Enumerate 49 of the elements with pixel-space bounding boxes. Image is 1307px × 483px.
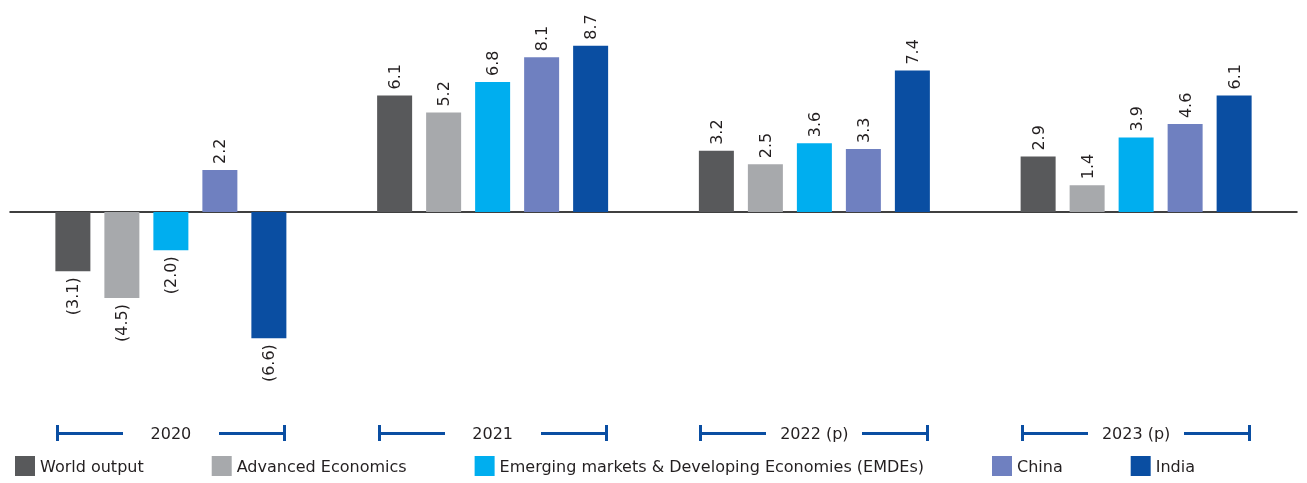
bar — [202, 169, 238, 212]
bar — [1020, 156, 1056, 212]
bar — [845, 148, 881, 212]
data-label: 4.6 — [1175, 92, 1195, 119]
bar — [55, 212, 91, 272]
bar — [698, 150, 734, 212]
data-label: (2.0) — [161, 256, 181, 295]
legend-label: China — [1016, 456, 1063, 476]
data-label: 1.4 — [1077, 153, 1097, 180]
bar — [1167, 124, 1203, 212]
bar — [426, 112, 462, 212]
bar — [475, 82, 511, 212]
data-label: (4.5) — [112, 304, 132, 342]
data-label: 6.1 — [1224, 63, 1244, 90]
x-tick-label: 2021 — [472, 423, 513, 443]
bar — [894, 70, 930, 212]
bar — [251, 212, 287, 339]
legend-label: India — [1155, 456, 1195, 476]
bar — [153, 212, 189, 251]
data-label: 3.6 — [804, 111, 824, 138]
data-label: 8.1 — [532, 25, 552, 52]
bar — [524, 57, 560, 212]
data-label: 6.1 — [385, 63, 405, 90]
data-label: 3.2 — [706, 119, 726, 145]
bar — [377, 95, 413, 212]
bar — [573, 45, 609, 212]
x-tick-label: 2022 (p) — [780, 423, 849, 443]
data-label: 8.7 — [581, 14, 601, 40]
bar — [1216, 95, 1252, 212]
bar — [747, 164, 783, 212]
data-label: (6.6) — [259, 344, 279, 383]
legend-label: Advanced Economics — [236, 456, 407, 476]
data-label: (3.1) — [63, 277, 83, 316]
bar — [104, 212, 140, 298]
data-label: 5.2 — [434, 81, 454, 107]
legend-label: Emerging markets & Developing Economies (EMDEs) — [499, 456, 924, 476]
data-label: 2.2 — [210, 138, 230, 164]
data-label: 2.9 — [1028, 125, 1048, 151]
bar — [796, 143, 832, 212]
bar — [1069, 185, 1105, 212]
data-label: 7.4 — [902, 39, 922, 65]
data-label: 2.5 — [755, 132, 775, 159]
data-label: 6.8 — [483, 50, 503, 77]
x-tick-label: 2020 — [150, 423, 192, 443]
data-label: 3.9 — [1126, 106, 1146, 132]
legend-label: World output — [40, 456, 144, 476]
bar — [1118, 137, 1154, 212]
data-label: 3.3 — [853, 117, 873, 143]
x-tick-label: 2023 (p) — [1101, 423, 1171, 443]
